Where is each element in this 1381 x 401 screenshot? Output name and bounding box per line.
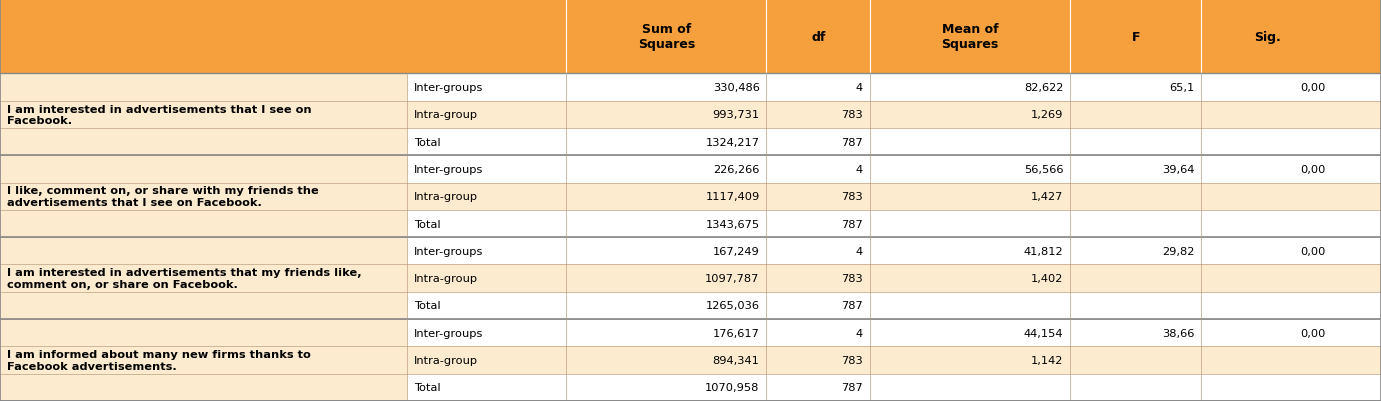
Text: 1,142: 1,142: [1032, 355, 1063, 365]
Bar: [407, 74, 1381, 101]
Text: 4: 4: [856, 246, 863, 256]
Text: Intra-group: Intra-group: [414, 273, 478, 284]
Bar: [0, 74, 407, 156]
Text: 787: 787: [841, 137, 863, 147]
Text: Inter-groups: Inter-groups: [414, 328, 483, 338]
Text: df: df: [811, 30, 826, 44]
Text: 1,402: 1,402: [1032, 273, 1063, 284]
Bar: [407, 101, 1381, 129]
Bar: [407, 292, 1381, 319]
Text: 783: 783: [841, 273, 863, 284]
Text: 330,486: 330,486: [713, 83, 760, 93]
Text: 39,64: 39,64: [1163, 164, 1195, 174]
Text: 1324,217: 1324,217: [706, 137, 760, 147]
Text: 82,622: 82,622: [1023, 83, 1063, 93]
Text: I am informed about many new firms thanks to
Facebook advertisements.: I am informed about many new firms thank…: [7, 349, 311, 371]
Text: 1,269: 1,269: [1032, 110, 1063, 120]
Text: I am interested in advertisements that my friends like,
comment on, or share on : I am interested in advertisements that m…: [7, 268, 362, 289]
Bar: [407, 319, 1381, 346]
Bar: [407, 183, 1381, 211]
Text: 1343,675: 1343,675: [706, 219, 760, 229]
Text: 1,427: 1,427: [1032, 192, 1063, 202]
Text: 1097,787: 1097,787: [706, 273, 760, 284]
Bar: [0, 0, 1381, 74]
Text: 783: 783: [841, 355, 863, 365]
Text: 4: 4: [856, 164, 863, 174]
Bar: [407, 374, 1381, 401]
Bar: [407, 129, 1381, 156]
Bar: [0, 156, 407, 237]
Text: 226,266: 226,266: [713, 164, 760, 174]
Text: 783: 783: [841, 110, 863, 120]
Text: Total: Total: [414, 301, 441, 311]
Text: 65,1: 65,1: [1170, 83, 1195, 93]
Text: 0,00: 0,00: [1301, 164, 1326, 174]
Text: 993,731: 993,731: [713, 110, 760, 120]
Text: 787: 787: [841, 219, 863, 229]
Text: I like, comment on, or share with my friends the
advertisements that I see on Fa: I like, comment on, or share with my fri…: [7, 186, 319, 207]
Text: 787: 787: [841, 301, 863, 311]
Text: 1070,958: 1070,958: [706, 383, 760, 392]
Text: Total: Total: [414, 219, 441, 229]
Text: 44,154: 44,154: [1023, 328, 1063, 338]
Text: Intra-group: Intra-group: [414, 192, 478, 202]
Bar: [407, 237, 1381, 265]
Text: 4: 4: [856, 328, 863, 338]
Bar: [0, 237, 407, 319]
Text: F: F: [1131, 30, 1141, 44]
Text: 787: 787: [841, 383, 863, 392]
Text: 1265,036: 1265,036: [706, 301, 760, 311]
Text: Sig.: Sig.: [1254, 30, 1280, 44]
Text: I am interested in advertisements that I see on
Facebook.: I am interested in advertisements that I…: [7, 104, 312, 126]
Text: Total: Total: [414, 383, 441, 392]
Text: 1117,409: 1117,409: [706, 192, 760, 202]
Bar: [407, 211, 1381, 237]
Text: Inter-groups: Inter-groups: [414, 164, 483, 174]
Text: 176,617: 176,617: [713, 328, 760, 338]
Bar: [407, 156, 1381, 183]
Text: 0,00: 0,00: [1301, 83, 1326, 93]
Bar: [407, 265, 1381, 292]
Text: 783: 783: [841, 192, 863, 202]
Bar: [407, 346, 1381, 374]
Text: 41,812: 41,812: [1023, 246, 1063, 256]
Text: 894,341: 894,341: [713, 355, 760, 365]
Text: Intra-group: Intra-group: [414, 110, 478, 120]
Text: 167,249: 167,249: [713, 246, 760, 256]
Text: Inter-groups: Inter-groups: [414, 83, 483, 93]
Text: 56,566: 56,566: [1023, 164, 1063, 174]
Bar: [0, 319, 407, 401]
Text: Mean of
Squares: Mean of Squares: [942, 23, 998, 51]
Text: 0,00: 0,00: [1301, 328, 1326, 338]
Text: 0,00: 0,00: [1301, 246, 1326, 256]
Text: 4: 4: [856, 83, 863, 93]
Text: Intra-group: Intra-group: [414, 355, 478, 365]
Text: Inter-groups: Inter-groups: [414, 246, 483, 256]
Text: 38,66: 38,66: [1163, 328, 1195, 338]
Text: Sum of
Squares: Sum of Squares: [638, 23, 695, 51]
Text: Total: Total: [414, 137, 441, 147]
Text: 29,82: 29,82: [1163, 246, 1195, 256]
